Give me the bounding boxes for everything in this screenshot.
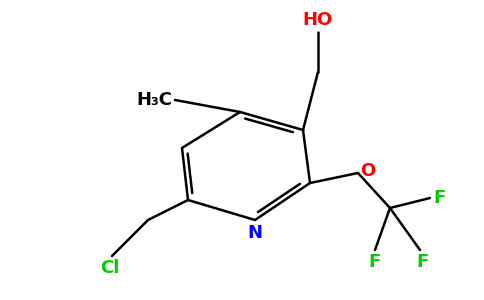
Text: F: F [369,253,381,271]
Text: Cl: Cl [100,259,120,277]
Text: N: N [247,224,262,242]
Text: H₃C: H₃C [136,91,172,109]
Text: O: O [360,162,375,180]
Text: F: F [416,253,428,271]
Text: HO: HO [303,11,333,29]
Text: F: F [433,189,445,207]
